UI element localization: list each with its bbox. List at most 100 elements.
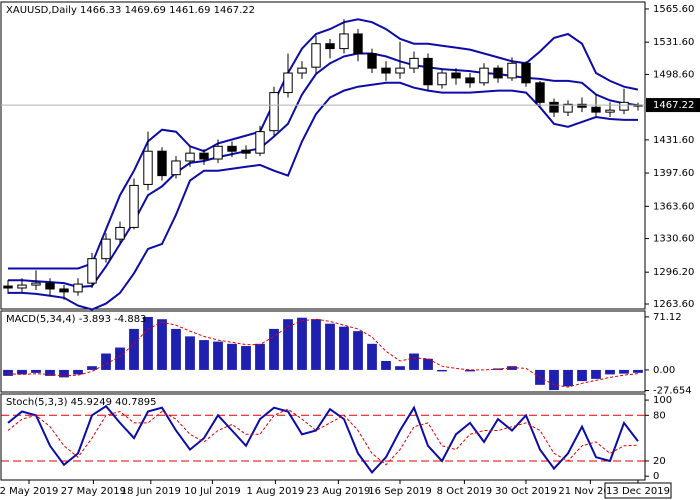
candle-body	[591, 106, 601, 113]
panel-title: MACD(5,34,4) -3.893 -4.883	[6, 314, 146, 325]
candle-body	[465, 77, 475, 84]
macd-bar	[367, 343, 377, 370]
y-tick-label: 1330.60	[653, 234, 694, 245]
candle-body	[451, 72, 461, 79]
y-tick-label: 1565.60	[653, 4, 694, 15]
y-tick-label: 1431.60	[653, 135, 694, 146]
candle-body	[241, 149, 251, 154]
bollinger-band	[8, 18, 639, 270]
candle-body	[381, 67, 391, 74]
y-tick-label: 80	[653, 410, 666, 421]
candle-body	[577, 103, 587, 108]
candle-body	[269, 92, 279, 132]
candle-body	[493, 67, 503, 79]
candle-body	[353, 33, 363, 54]
candle-body	[339, 33, 349, 50]
y-tick-label: 1498.60	[653, 69, 694, 80]
macd-bar	[633, 369, 643, 373]
macd-bar	[577, 369, 587, 382]
candle-body	[563, 103, 573, 113]
y-tick-label: 1531.60	[653, 37, 694, 48]
candle-body	[115, 226, 125, 240]
y-tick-label: 1263.60	[653, 299, 694, 310]
macd-bar	[87, 366, 97, 370]
macd-bar	[325, 323, 335, 370]
x-tick-label: 1 Aug 2019	[247, 486, 305, 497]
macd-bar	[591, 369, 601, 379]
macd-bar	[185, 336, 195, 370]
candle-body	[619, 101, 629, 111]
x-tick-label: 10 Jul 2019	[184, 486, 241, 497]
candle-body	[395, 67, 405, 74]
macd-bar	[269, 328, 279, 370]
x-tick-label: 27 May 2019	[61, 486, 126, 497]
macd-bar	[353, 331, 363, 370]
y-tick-label: -27.654	[653, 386, 692, 397]
panel-frame	[0, 1, 646, 310]
candle-body	[143, 150, 153, 185]
candle-body	[3, 285, 13, 289]
x-tick-label: 18 Jun 2019	[121, 486, 181, 497]
current-price-label: 1467.22	[653, 100, 694, 111]
macd-bar	[129, 328, 139, 370]
macd-bar	[45, 369, 55, 376]
candle-body	[59, 288, 69, 293]
candle-body	[213, 145, 223, 160]
y-tick-label: 20	[653, 456, 666, 467]
x-tick-label: 21 Nov 2019	[558, 486, 622, 497]
x-tick-label: 23 Aug 2019	[306, 486, 370, 497]
candle-body	[255, 131, 265, 154]
x-tick-label: 16 Sep 2019	[368, 486, 431, 497]
macd-bar	[241, 346, 251, 370]
macd-bar	[297, 317, 307, 370]
macd-bar	[283, 319, 293, 370]
macd-bar	[171, 328, 181, 370]
macd-bar	[339, 326, 349, 370]
macd-bar	[17, 369, 27, 375]
macd-bar	[227, 343, 237, 370]
macd-bar	[3, 369, 13, 376]
candle-body	[73, 283, 83, 293]
macd-bar	[101, 353, 111, 370]
panel-title: Stoch(5,3,3) 45.9249 40.7895	[6, 397, 157, 408]
candle-body	[325, 43, 335, 50]
macd-signal	[7, 318, 639, 388]
candle-body	[227, 145, 237, 152]
bollinger-band	[8, 52, 639, 289]
stoch-line	[7, 404, 639, 474]
macd-bar	[199, 340, 209, 370]
candle-body	[87, 258, 97, 284]
macd-bar	[465, 369, 475, 372]
candle-body	[31, 282, 41, 286]
y-tick-label: 0.00	[653, 365, 675, 376]
macd-bar	[73, 369, 83, 375]
panel-frame	[0, 393, 646, 481]
candle-body	[479, 67, 489, 84]
macd-bar	[31, 369, 41, 373]
y-tick-label: 1296.20	[653, 267, 694, 278]
candle-body	[437, 72, 447, 86]
current-price-box	[646, 98, 700, 113]
candle-body	[535, 82, 545, 103]
candle-body	[283, 72, 293, 94]
candle-body	[45, 282, 55, 290]
candle-body	[521, 62, 531, 84]
candle-body	[409, 57, 419, 69]
y-tick-label: 1363.60	[653, 201, 694, 212]
panel-frame	[0, 310, 646, 393]
candle-body	[101, 238, 111, 260]
macd-bar	[423, 358, 433, 370]
candle-body	[605, 109, 615, 113]
macd-bar	[437, 369, 447, 372]
candle-body	[129, 184, 139, 228]
y-tick-label: 0	[653, 471, 659, 482]
macd-bar	[311, 319, 321, 370]
x-tick-label: 30 Oct 2019	[495, 486, 557, 497]
bollinger-band	[8, 81, 638, 311]
macd-bar	[143, 316, 153, 370]
y-tick-label: 71.12	[653, 312, 682, 323]
candle-body	[311, 43, 321, 68]
candle-body	[297, 67, 307, 74]
